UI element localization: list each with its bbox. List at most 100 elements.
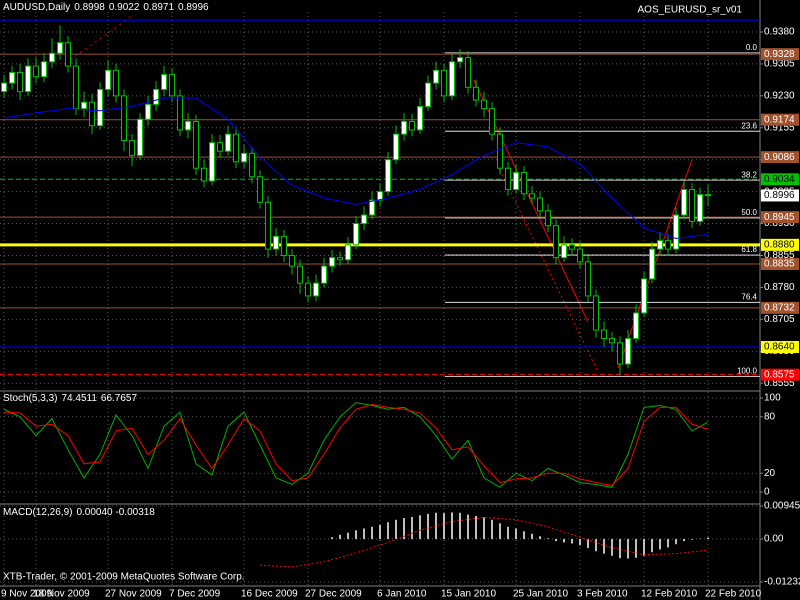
fib-label: 0.0 (746, 43, 758, 52)
x-tick-label: 27 Nov 2009 (105, 589, 162, 600)
candle-body (449, 61, 455, 97)
x-tick-label: 27 Dec 2009 (305, 589, 362, 600)
candle-body (465, 57, 471, 88)
candle-body (97, 88, 103, 127)
indicator-line (3, 404, 709, 486)
price-label: 0.8996 (764, 190, 795, 201)
candle-body (481, 99, 487, 110)
x-tick-label: 12 Feb 2010 (641, 589, 698, 600)
fib-label: 76.4 (741, 292, 757, 301)
x-tick-label: 18 Nov 2009 (33, 589, 90, 600)
candle-body (681, 189, 687, 216)
candle-body (329, 257, 335, 267)
candle-body (609, 337, 615, 344)
candle-body (593, 295, 599, 331)
candle-body (9, 71, 15, 84)
candle-body (337, 257, 343, 261)
candle-body (185, 120, 191, 131)
y-tick-label: 0.9230 (764, 90, 795, 101)
candle-body (49, 52, 55, 63)
level-tag (761, 151, 799, 164)
candle-body (537, 197, 543, 212)
candle-body (169, 74, 175, 97)
candle-body (113, 69, 119, 97)
y-tick-label: 0.9305 (764, 59, 795, 70)
candle-body (201, 167, 207, 182)
candle-body (217, 142, 223, 152)
fib-label: 50.0 (741, 208, 757, 217)
candle-body (257, 176, 263, 203)
candle-body (289, 254, 295, 267)
candle-body (145, 103, 151, 120)
candle-body (561, 244, 567, 259)
candle-body (249, 152, 255, 178)
candle-body (33, 65, 39, 78)
candle-body (433, 69, 439, 84)
candle-body (225, 133, 231, 152)
header-part: 66.7657 (101, 393, 138, 404)
level-label: 0.8945 (764, 212, 795, 223)
y-tick-label: 0.9380 (764, 27, 795, 38)
header-part: 0.8996 (178, 2, 209, 13)
header-part: 74.4511 (61, 393, 97, 404)
footer: XTB-Trader, © 2001-2009 MetaQuotes Softw… (3, 572, 245, 583)
candle-body (473, 86, 479, 101)
y-tick-label: 0.8780 (764, 282, 795, 293)
fib-label: 38.2 (741, 170, 757, 179)
trendline (69, 15, 133, 61)
moving-average (3, 97, 709, 239)
candle-body (161, 74, 167, 90)
candle-body (1, 82, 7, 93)
x-tick-label: 6 Jan 2010 (377, 589, 427, 600)
candle-body (409, 120, 415, 131)
candle-body (241, 152, 247, 163)
candle-body (177, 95, 183, 131)
y-tick-label: 100 (764, 393, 781, 404)
candle-body (457, 57, 463, 63)
level-label: 0.8640 (764, 342, 795, 353)
y-tick-label: 20 (764, 468, 776, 479)
level-tag (761, 211, 799, 224)
x-tick-label: 16 Dec 2009 (241, 589, 298, 600)
y-tick-label: 0.8705 (764, 314, 795, 325)
level-label: 0.9086 (764, 152, 795, 163)
candle-body (489, 108, 495, 135)
candle-body (361, 214, 367, 225)
candle-body (577, 248, 583, 263)
candle-body (105, 69, 111, 90)
y-tick-label: 0.8555 (764, 378, 795, 389)
candle-body (265, 201, 271, 250)
level-tag (761, 341, 799, 354)
candle-body (313, 282, 319, 297)
candle-body (57, 42, 63, 54)
x-tick-label: 7 Dec 2009 (169, 589, 221, 600)
y-tick-label: 0.00945 (764, 501, 800, 512)
candle-body (641, 278, 647, 314)
level-tag (761, 173, 799, 186)
level-tag (761, 301, 799, 314)
header-part: AUDUSD,Daily (3, 2, 70, 13)
candle-body (129, 140, 135, 156)
level-tag (761, 238, 799, 251)
header-part: Stoch(5,3,3) (3, 393, 57, 404)
candle-body (89, 101, 95, 127)
candle-body (513, 171, 519, 191)
candle-body (529, 193, 535, 199)
fib-label: 100.0 (737, 366, 758, 375)
y-tick-label: -0.01232 (764, 577, 800, 588)
candle-body (505, 167, 511, 191)
candle-body (401, 120, 407, 135)
candle-body (345, 244, 351, 261)
candle-body (585, 261, 591, 297)
candle-body (73, 65, 79, 110)
candle-body (385, 159, 391, 193)
panel-header: Stoch(5,3,3) 74.4511 66.7657 (3, 393, 137, 404)
level-tag (761, 258, 799, 270)
candle-body (649, 248, 655, 280)
candle-body (601, 329, 607, 339)
fib-label: 23.6 (741, 121, 757, 130)
level-label: 0.8835 (764, 259, 795, 270)
candle-body (441, 69, 447, 97)
candle-body (697, 194, 703, 222)
